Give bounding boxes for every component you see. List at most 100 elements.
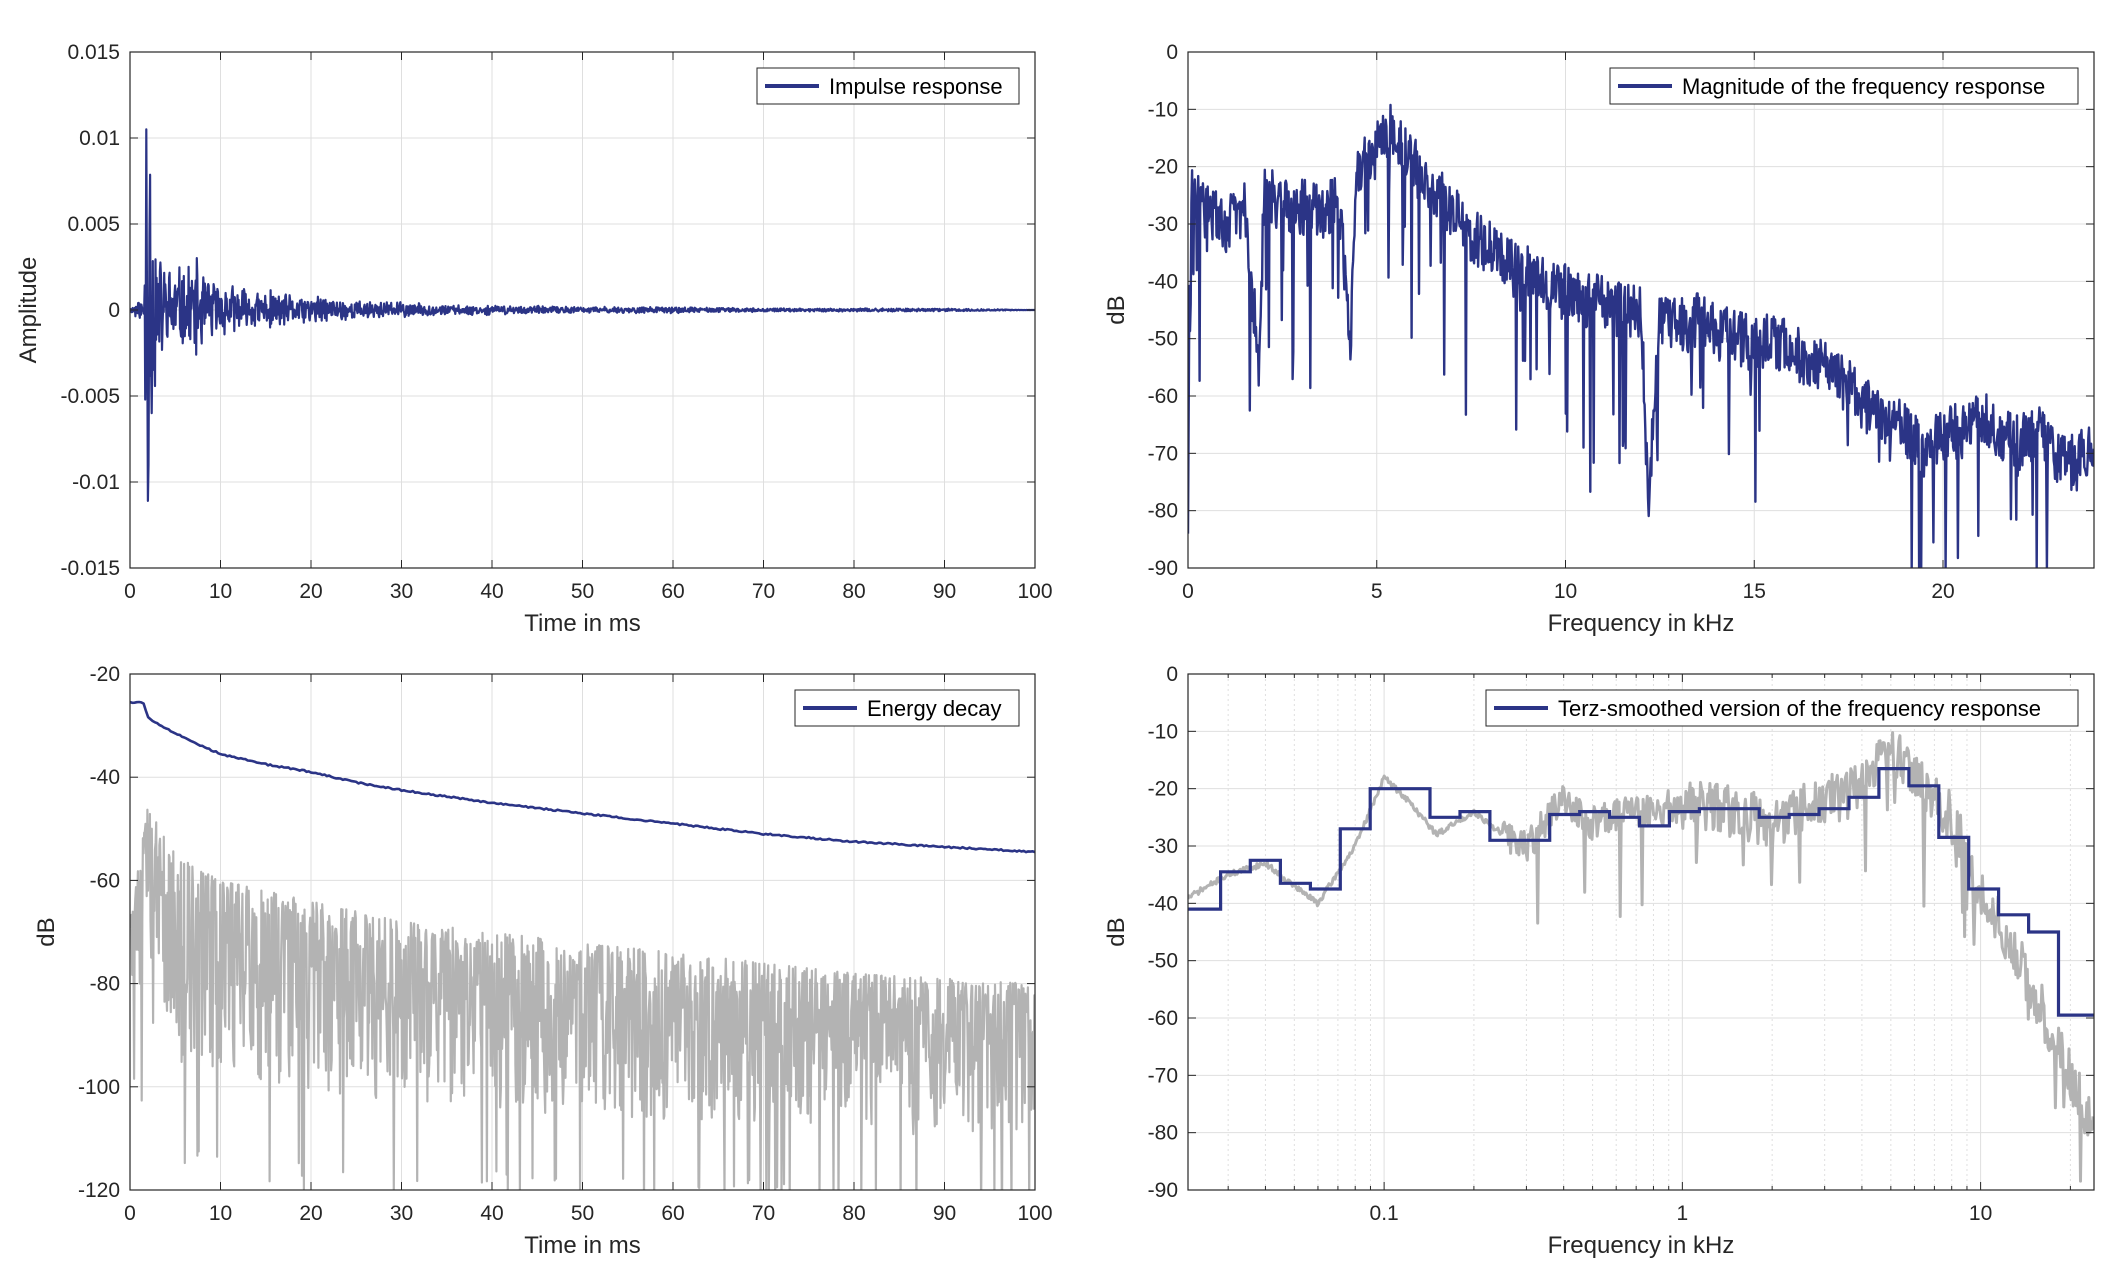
legend: Terz-smoothed version of the frequency r… (1485, 689, 2079, 727)
x-tick-label: 60 (661, 580, 684, 603)
y-axis-label: dB (33, 917, 60, 946)
plot-layer (1188, 731, 2094, 1183)
y-tick-label: -0.005 (60, 385, 120, 408)
x-axis-label: Frequency in kHz (1548, 610, 1735, 637)
y-tick-label: -120 (78, 1179, 120, 1202)
energy-gray-trace (130, 808, 1035, 1190)
x-tick-label: 1 (1677, 1202, 1689, 1225)
legend: Magnitude of the frequency response (1609, 67, 2079, 105)
x-tick-label: 40 (480, 1202, 503, 1225)
x-tick-label: 70 (752, 1202, 775, 1225)
x-tick-label: 50 (571, 1202, 594, 1225)
legend-label: Magnitude of the frequency response (1682, 74, 2045, 99)
x-tick-label: 0.1 (1370, 1202, 1399, 1225)
y-tick-label: -60 (1148, 385, 1178, 408)
plot-layer (130, 128, 1035, 502)
y-tick-label: -50 (1148, 328, 1178, 351)
x-tick-label: 100 (1017, 580, 1052, 603)
x-tick-label: 100 (1017, 1202, 1052, 1225)
x-tick-label: 5 (1371, 580, 1383, 603)
y-tick-label: -100 (78, 1076, 120, 1099)
x-axis-label: Time in ms (524, 1232, 640, 1259)
legend-label: Energy decay (867, 696, 1002, 721)
y-tick-label: -40 (1148, 270, 1178, 293)
x-tick-label: 20 (299, 580, 322, 603)
y-tick-label: -30 (1148, 835, 1178, 858)
legend-box (1609, 67, 2079, 105)
chart-magnitude: 0 5 10 15 20 0 -10 -20 -30 -40 -50 -60 -70 -80 -90 Freq… (1103, 41, 2095, 637)
x-tick-label: 90 (933, 1202, 956, 1225)
y-tick-label: -40 (1148, 892, 1178, 915)
legend-label: Impulse response (829, 74, 1003, 99)
y-axis-label: dB (1103, 295, 1130, 324)
chart-energy: 0 10 20 30 40 50 60 70 80 90 100 -20 -40 -60 -80 -100 -1… (33, 663, 1053, 1259)
y-tick-label: -70 (1148, 1064, 1178, 1087)
legend: Impulse response (756, 67, 1020, 105)
y-axis-label: dB (1103, 917, 1130, 946)
y-tick-label: -80 (1148, 500, 1178, 523)
plot-layer (1188, 103, 2094, 568)
y-tick-label: -90 (1148, 1179, 1178, 1202)
ticks (1188, 673, 2094, 1191)
axes-box (1187, 51, 2095, 569)
y-tick-label: 0 (1166, 41, 1178, 64)
y-tick-label: -90 (1148, 557, 1178, 580)
terz-smoothed-line (1188, 767, 2094, 1017)
y-tick-label: 0.005 (67, 213, 120, 236)
x-tick-label: 0 (124, 580, 136, 603)
magnitude-line (1188, 103, 2094, 568)
y-tick-label: -0.01 (72, 471, 120, 494)
x-tick-label: 60 (661, 1202, 684, 1225)
x-tick-label: 15 (1743, 580, 1766, 603)
x-tick-label: 80 (842, 1202, 865, 1225)
legend-box (1485, 689, 2079, 727)
x-tick-label: 10 (1554, 580, 1577, 603)
y-tick-label: -40 (90, 766, 120, 789)
x-tick-label: 30 (390, 1202, 413, 1225)
y-tick-label: 0.015 (67, 41, 120, 64)
chart-impulse: 0 10 20 30 40 50 60 70 80 90 100 -0.015 -0.01 -0.005 0… (15, 41, 1053, 637)
y-tick-label: -30 (1148, 213, 1178, 236)
y-tick-label: -70 (1148, 442, 1178, 465)
x-tick-label: 30 (390, 580, 413, 603)
x-tick-label: 10 (209, 1202, 232, 1225)
y-tick-label: -20 (1148, 156, 1178, 179)
y-tick-label: -80 (1148, 1122, 1178, 1145)
ticks (129, 51, 1036, 569)
chart-terz: 0.1 1 10 0 -10 -20 -30 -40 -50 -60 -70 -80 -90 Freque… (1103, 663, 2095, 1259)
plot-layer (130, 700, 1035, 1190)
x-tick-label: 10 (1969, 1202, 1992, 1225)
plot-area (1188, 674, 2094, 1190)
y-tick-label: -20 (1148, 778, 1178, 801)
x-tick-label: 50 (571, 580, 594, 603)
ticks (1187, 51, 2094, 569)
y-tick-label: 0 (108, 299, 120, 322)
y-tick-label: -20 (90, 663, 120, 686)
y-tick-label: -10 (1148, 720, 1178, 743)
y-tick-label: -50 (1148, 950, 1178, 973)
y-tick-label: -60 (90, 869, 120, 892)
x-axis-label: Time in ms (524, 610, 640, 637)
axes-box (1187, 673, 2095, 1191)
y-tick-label: 0 (1166, 663, 1178, 686)
y-axis-label: Amplitude (15, 257, 42, 364)
x-tick-label: 0 (124, 1202, 136, 1225)
x-tick-label: 20 (1931, 580, 1954, 603)
x-tick-label: 70 (752, 580, 775, 603)
impulse-response-line (130, 128, 1035, 502)
x-tick-label: 80 (842, 580, 865, 603)
y-tick-label: 0.01 (79, 127, 120, 150)
y-tick-label: -60 (1148, 1007, 1178, 1030)
legend: Energy decay (794, 689, 1020, 727)
ticks (129, 673, 1036, 1191)
x-tick-label: 20 (299, 1202, 322, 1225)
x-tick-label: 0 (1182, 580, 1194, 603)
energy-decay-line (130, 700, 1035, 854)
x-tick-label: 40 (480, 580, 503, 603)
x-tick-label: 10 (209, 580, 232, 603)
x-tick-label: 90 (933, 580, 956, 603)
y-tick-label: -0.015 (60, 557, 120, 580)
y-tick-label: -80 (90, 973, 120, 996)
